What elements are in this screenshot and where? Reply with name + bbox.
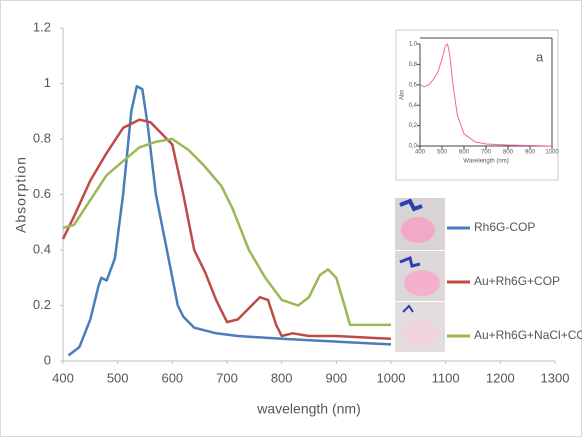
legend-label: Rh6G-COP xyxy=(474,220,535,234)
x-tick-label: 1200 xyxy=(486,370,515,385)
x-tick-label: 800 xyxy=(271,370,293,385)
x-tick-label: 600 xyxy=(161,370,183,385)
x-tick-label: 1000 xyxy=(545,150,559,156)
series-line xyxy=(61,118,392,341)
y-tick-label: 1,0 xyxy=(409,42,418,48)
series-line xyxy=(419,43,553,147)
y-tick-label: 0,4 xyxy=(409,103,418,109)
x-axis-label: Wavelength (nm) xyxy=(463,159,508,165)
x-tick-label: 800 xyxy=(503,150,514,156)
x-tick-label: 900 xyxy=(525,150,536,156)
y-tick-label: 0,2 xyxy=(409,123,418,129)
inset-frame xyxy=(395,29,559,181)
x-tick-label: 600 xyxy=(459,150,470,156)
y-tick-label: 0 xyxy=(44,352,51,367)
y-tick-label: 0.6 xyxy=(33,186,51,201)
y-tick-label: 0.4 xyxy=(33,241,51,256)
x-tick-label: 1100 xyxy=(432,370,460,385)
x-tick-label: 900 xyxy=(325,370,347,385)
legend-label: Au+Rh6G+COP xyxy=(474,274,560,288)
x-tick-label: 400 xyxy=(415,150,426,156)
x-tick-label: 400 xyxy=(52,370,74,385)
x-tick-label: 500 xyxy=(107,370,129,385)
y-tick-label: 1.2 xyxy=(33,19,51,34)
x-tick-label: 700 xyxy=(481,150,492,156)
y-tick-label: 0,6 xyxy=(409,82,418,88)
y-axis-label: Abs xyxy=(400,90,406,100)
y-tick-label: 0.8 xyxy=(33,130,51,145)
x-tick-label: 700 xyxy=(216,370,238,385)
y-tick-label: 0,0 xyxy=(409,144,418,150)
y-tick-label: 0,8 xyxy=(409,62,418,68)
y-axis-label: Absorption xyxy=(13,156,29,233)
x-tick-label: 500 xyxy=(437,150,448,156)
series-line xyxy=(67,85,392,357)
series-line xyxy=(62,137,391,327)
legend-label: Au+Rh6G+NaCl+COP xyxy=(474,328,582,342)
annotation: a xyxy=(536,49,544,64)
y-tick-label: 0.2 xyxy=(33,297,51,312)
y-tick-label: 1 xyxy=(44,75,51,90)
x-axis-label: wavelength (nm) xyxy=(256,401,361,417)
sample-photos xyxy=(395,198,445,352)
x-tick-label: 1300 xyxy=(541,370,570,385)
x-tick-label: 1000 xyxy=(377,370,406,385)
